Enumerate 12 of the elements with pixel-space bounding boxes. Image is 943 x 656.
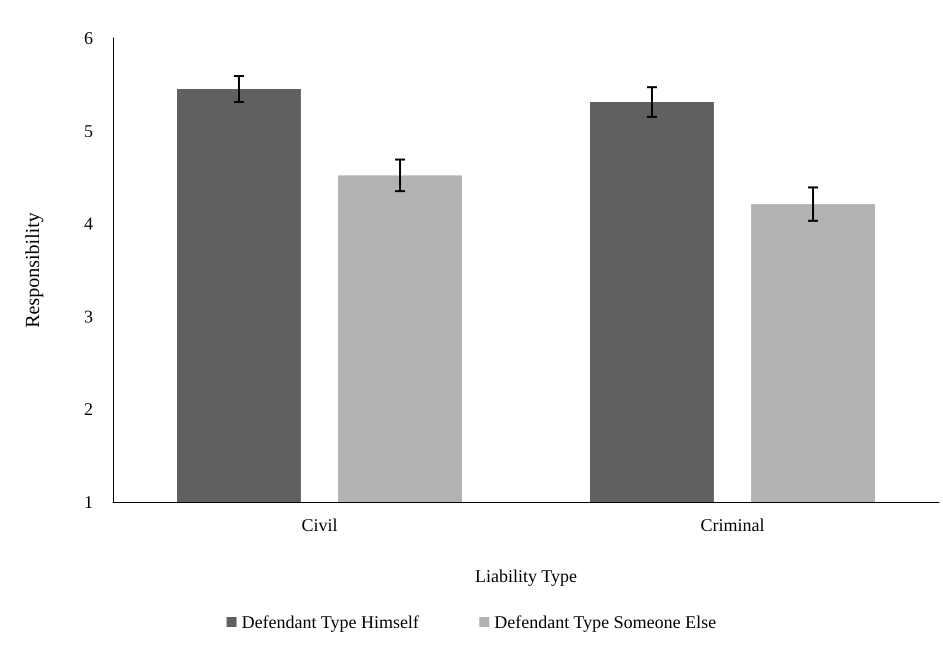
y-tick-label: 3: [84, 306, 93, 326]
legend-label: Defendant Type Himself: [242, 612, 419, 632]
x-axis-title: Liability Type: [475, 566, 577, 586]
y-tick-label: 4: [84, 214, 93, 234]
y-tick-label: 1: [84, 492, 93, 512]
y-tick-label: 2: [84, 399, 93, 420]
x-tick-label: Criminal: [700, 515, 764, 535]
y-axis-title: Responsibility: [22, 212, 44, 328]
y-tick-label: 6: [84, 28, 93, 48]
y-tick-label: 5: [84, 120, 93, 141]
legend-label: Defendant Type Someone Else: [494, 612, 716, 632]
x-tick-label: Civil: [301, 515, 338, 535]
